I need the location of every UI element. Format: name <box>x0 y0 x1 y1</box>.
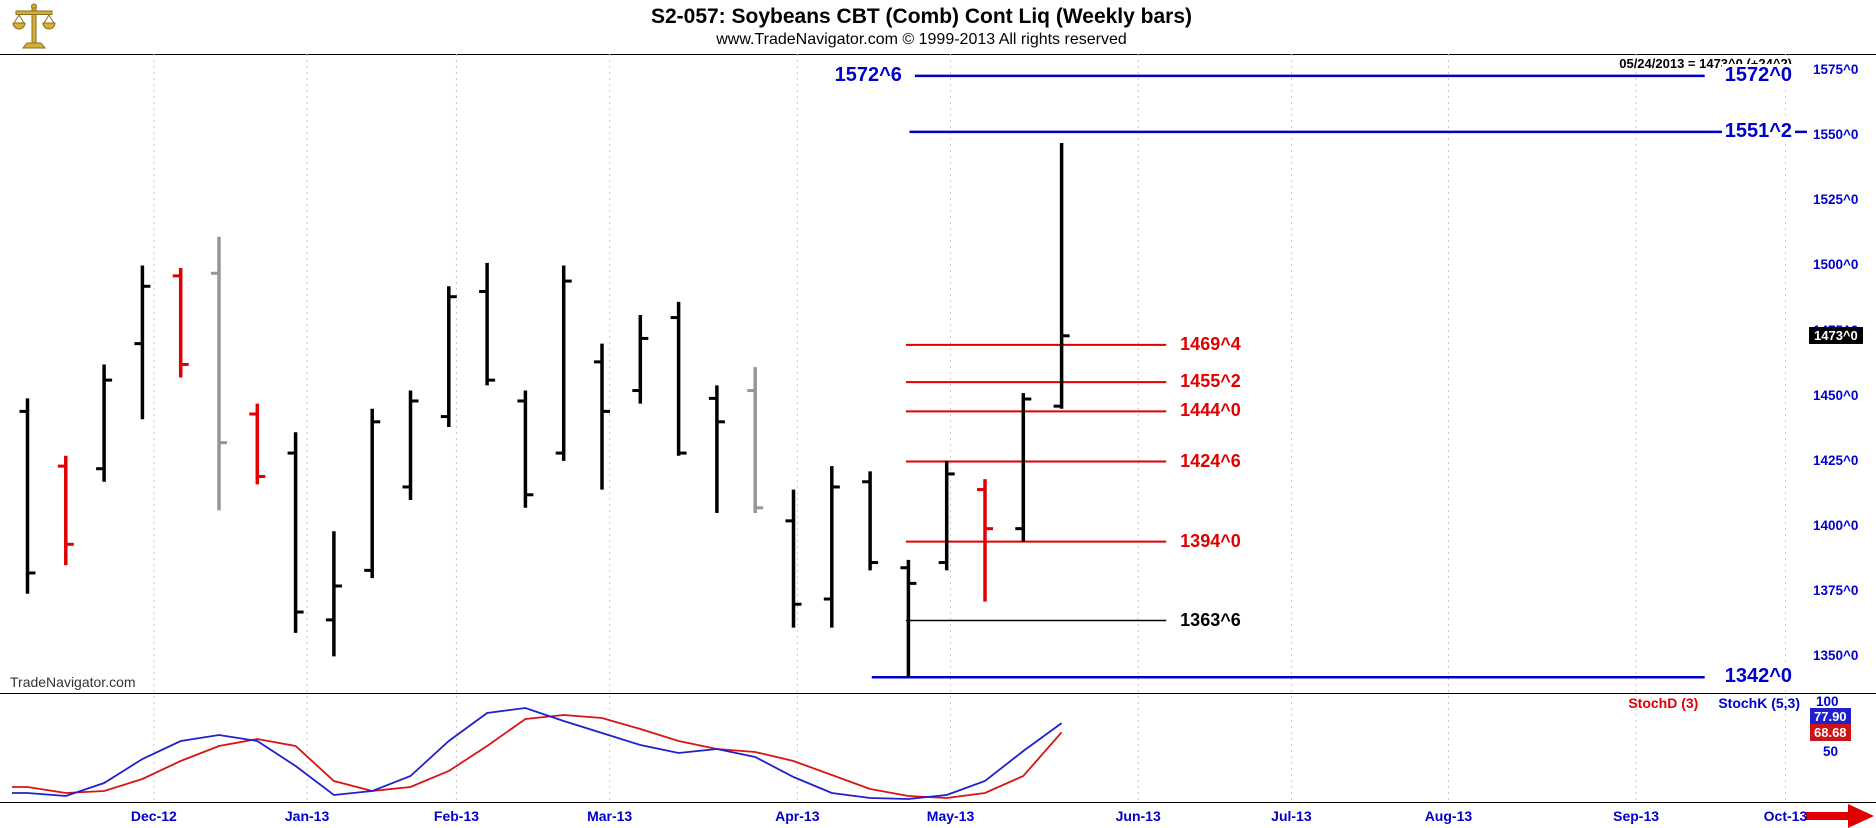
watermark: TradeNavigator.com <box>10 674 136 690</box>
current-price-tag: 1473^0 <box>1809 326 1863 344</box>
hline-price-label: 1424^6 <box>1180 450 1241 471</box>
stochk-legend-label: StochK (5,3) <box>1718 695 1800 711</box>
month-label: Jun-13 <box>1115 808 1161 824</box>
stoch-axis-50-label: 50 <box>1823 744 1839 759</box>
price-axis-label: 1575^0 <box>1813 62 1859 77</box>
month-label: Apr-13 <box>775 808 820 824</box>
hline-label-right: 1342^0 <box>1721 665 1795 689</box>
hline-price-label: 1394^0 <box>1180 530 1241 551</box>
hline-label-left: 1572^6 <box>831 63 905 87</box>
month-label: Aug-13 <box>1424 808 1473 824</box>
month-label: Mar-13 <box>587 808 633 824</box>
stochd-legend-label: StochD (3) <box>1628 695 1699 711</box>
scroll-right-arrow-icon[interactable] <box>1806 804 1874 828</box>
month-label: May-13 <box>926 808 975 824</box>
month-label: Dec-12 <box>130 808 177 824</box>
stochastic-legend: StochD (3) StochK (5,3) <box>1628 695 1800 713</box>
month-label: Oct-13 <box>1763 808 1808 824</box>
hline-price-label: 1444^0 <box>1180 400 1241 421</box>
hline-label-right: 1551^2 <box>1721 119 1795 143</box>
chart-subtitle: www.TradeNavigator.com © 1999-2013 All r… <box>716 31 1127 48</box>
stochk-current-value: 77.90 <box>1810 708 1851 725</box>
price-axis-label: 1550^0 <box>1813 127 1859 143</box>
month-label: Feb-13 <box>433 808 480 824</box>
month-label: Sep-13 <box>1613 808 1660 824</box>
stoch-axis-100-label: 100 <box>1816 694 1839 709</box>
price-axis-label: 1450^0 <box>1813 387 1859 403</box>
hline-price-label: 1469^4 <box>1180 333 1241 354</box>
price-axis-label: 1375^0 <box>1813 583 1859 599</box>
month-label: Jan-13 <box>284 808 330 824</box>
price-axis-label: 1500^0 <box>1813 257 1859 273</box>
chart-title: S2-057: Soybeans CBT (Comb) Cont Liq (We… <box>650 5 1193 28</box>
price-axis-label: 1425^0 <box>1813 452 1859 468</box>
price-axis-label: 1400^0 <box>1813 518 1859 534</box>
tradenavigator-logo-icon <box>12 3 56 49</box>
month-label: Jul-13 <box>1271 808 1312 824</box>
hline-price-label: 1455^2 <box>1180 371 1241 392</box>
price-axis-label: 1525^0 <box>1813 192 1859 208</box>
stochd-current-value: 68.68 <box>1810 724 1851 741</box>
price-axis-label: 1350^0 <box>1813 648 1859 664</box>
stochd-line <box>12 714 1063 799</box>
stochk-line <box>12 707 1063 800</box>
hline-label-right: 1572^0 <box>1721 63 1795 87</box>
hline-price-label: 1363^6 <box>1180 609 1241 630</box>
